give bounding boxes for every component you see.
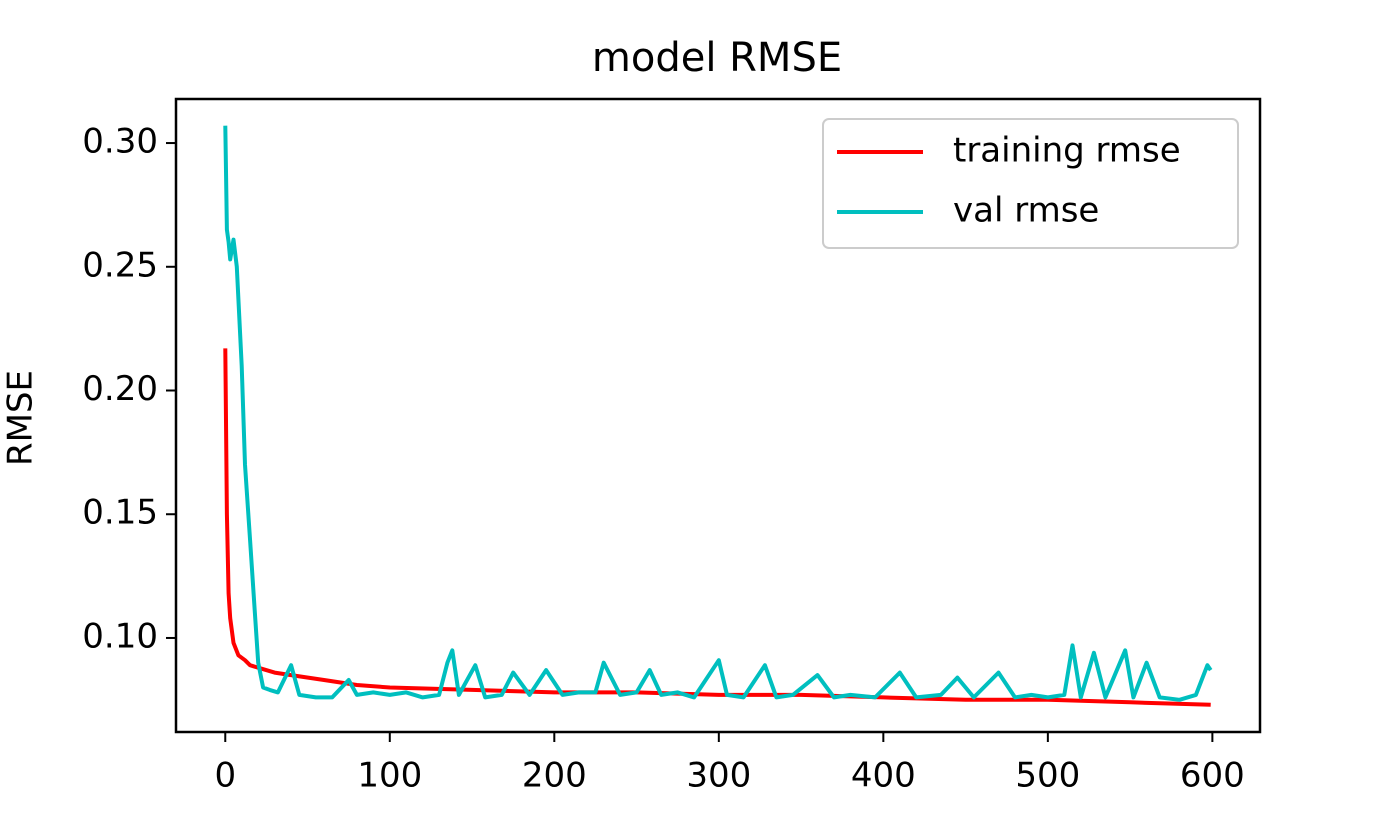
y-tick-label: 0.25 [82, 245, 158, 285]
x-tick-label: 100 [357, 756, 422, 796]
x-tick-label: 600 [1180, 756, 1245, 796]
y-tick-label: 0.10 [82, 616, 158, 656]
y-tick-label: 0.15 [82, 493, 158, 533]
x-tick-label: 0 [214, 756, 236, 796]
x-tick-label: 300 [686, 756, 751, 796]
x-tick-label: 500 [1015, 756, 1080, 796]
legend-label: training rmse [953, 131, 1181, 171]
plot-frame [174, 97, 1262, 734]
x-tick-label: 200 [522, 756, 587, 796]
legend-box [822, 118, 1239, 249]
chart-title: model RMSE [592, 35, 842, 81]
x-tick-label: 400 [851, 756, 916, 796]
y-axis-label: RMSE [1, 370, 41, 466]
line [223, 348, 1211, 707]
y-tick-label: 0.30 [82, 122, 158, 162]
line [223, 125, 1213, 702]
y-tick-label: 0.20 [82, 369, 158, 409]
legend-label: val rmse [953, 191, 1099, 231]
